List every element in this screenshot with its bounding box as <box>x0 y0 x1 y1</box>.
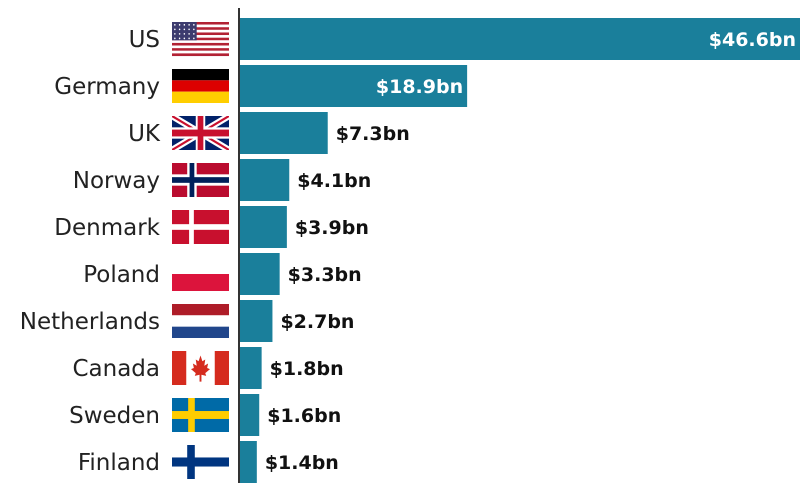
poland-flag-icon <box>172 257 229 291</box>
category-label: Finland <box>78 450 160 476</box>
value-label: $18.9bn <box>376 76 463 98</box>
value-label: $4.1bn <box>297 170 371 192</box>
value-label: $7.3bn <box>336 123 410 145</box>
category-label: Netherlands <box>20 309 160 335</box>
category-label: US <box>129 27 160 53</box>
category-label: Denmark <box>54 215 160 241</box>
value-label: $1.6bn <box>267 405 341 427</box>
value-label: $3.9bn <box>295 217 369 239</box>
category-label: UK <box>128 121 161 147</box>
category-label: Poland <box>83 262 160 288</box>
value-label: $1.8bn <box>270 358 344 380</box>
category-label: Sweden <box>69 403 160 429</box>
netherlands-flag-icon <box>172 304 229 338</box>
bar <box>240 300 273 342</box>
bar <box>240 159 290 201</box>
value-label: $2.7bn <box>280 311 354 333</box>
canada-flag-icon <box>172 351 229 385</box>
bar <box>240 347 262 389</box>
finland-flag-icon <box>172 445 229 479</box>
value-label: $46.6bn <box>709 29 796 51</box>
category-label: Norway <box>73 168 160 194</box>
germany-flag-icon <box>172 69 229 103</box>
bar <box>240 394 260 436</box>
bar <box>240 65 468 107</box>
value-label: $3.3bn <box>288 264 362 286</box>
bar <box>240 206 287 248</box>
category-label: Canada <box>72 356 160 382</box>
bar <box>240 18 800 60</box>
bar <box>240 253 280 295</box>
bar <box>240 112 328 154</box>
sweden-flag-icon <box>172 398 229 432</box>
uk-flag-icon <box>172 116 230 150</box>
category-label: Germany <box>54 74 160 100</box>
value-label: $1.4bn <box>265 452 339 474</box>
norway-flag-icon <box>172 163 229 197</box>
denmark-flag-icon <box>172 210 229 244</box>
bar <box>240 441 257 483</box>
us-flag-icon <box>172 22 229 57</box>
